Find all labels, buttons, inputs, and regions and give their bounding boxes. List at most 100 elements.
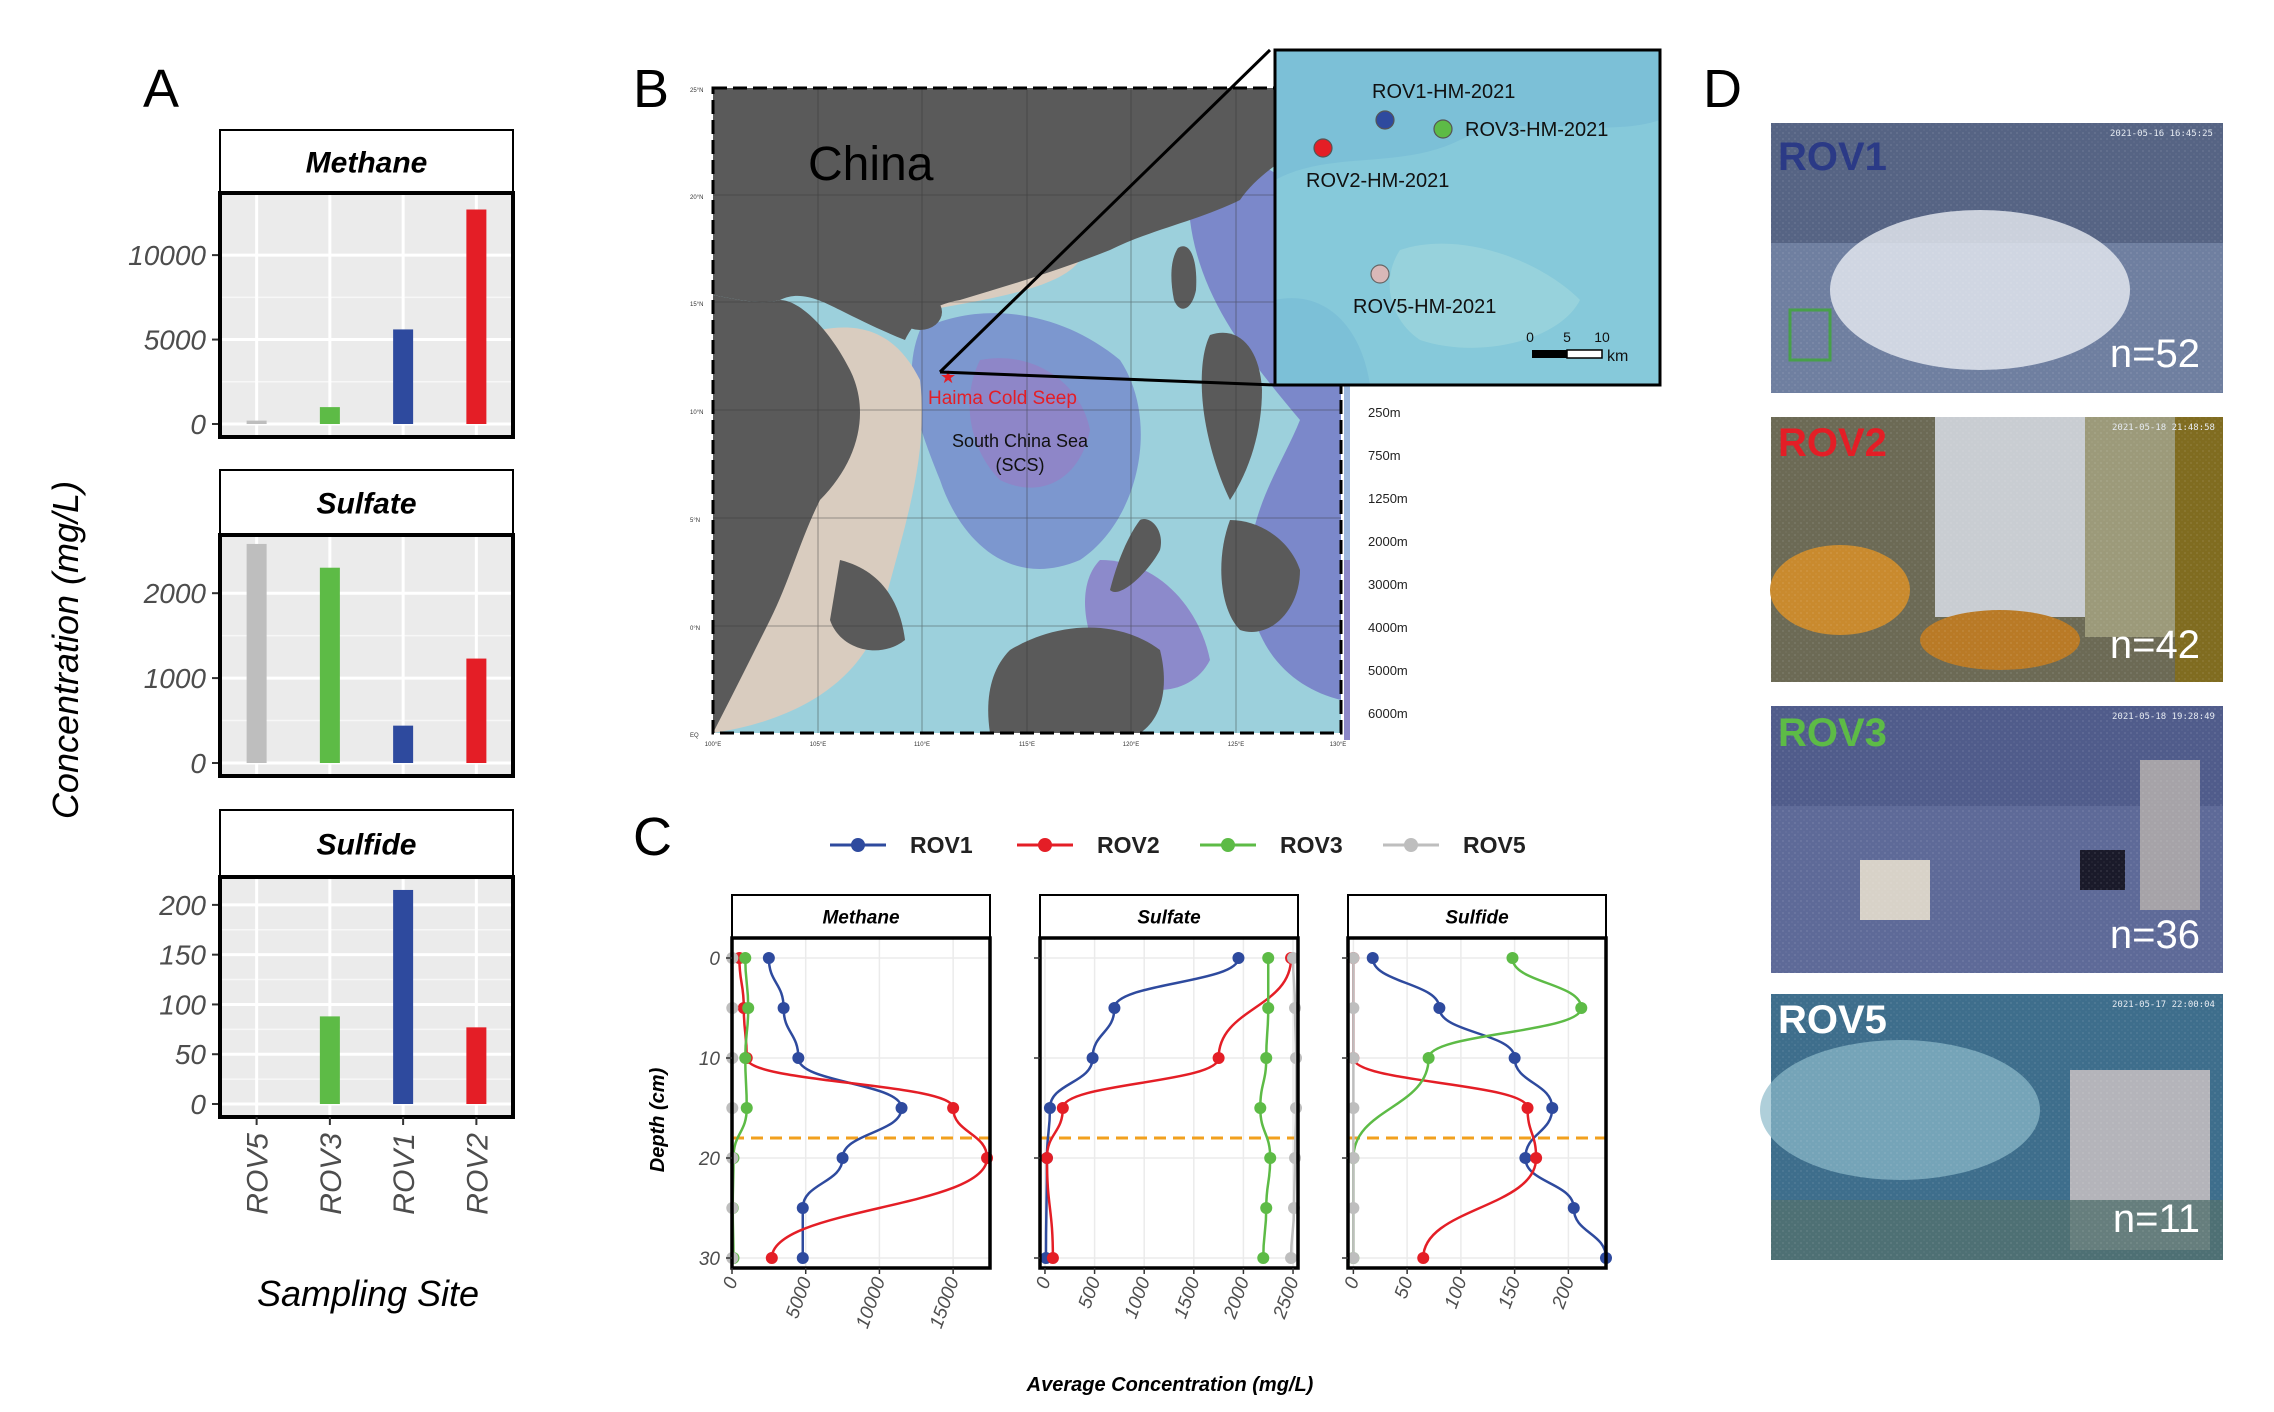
bar-methane-rov1 bbox=[393, 329, 414, 424]
svg-text:20°N: 20°N bbox=[690, 195, 703, 201]
inset-site-rov5-label: ROV5-HM-2021 bbox=[1353, 296, 1496, 318]
panel-label-d: D bbox=[1703, 59, 1742, 119]
facet-panel-sulfide bbox=[220, 877, 513, 1117]
svg-text:2000m: 2000m bbox=[1368, 534, 1408, 549]
point-profile-methane-rov3 bbox=[739, 952, 752, 964]
x-tick-label-profile-methane: 0 bbox=[719, 1274, 742, 1292]
photo-rov2-label: ROV2 bbox=[1778, 421, 1887, 465]
bar-sulfate-rov5 bbox=[246, 543, 267, 763]
point-profile-sulfate-rov3 bbox=[1262, 1002, 1275, 1014]
inset-scale-bar: 0 5 10 km bbox=[1526, 329, 1628, 365]
strip-profile-sulfate bbox=[1039, 894, 1299, 939]
x-tick-label-profile-sulfate: 1000 bbox=[1121, 1274, 1155, 1321]
svg-text:115°E: 115°E bbox=[1019, 742, 1035, 748]
svg-text:1250m: 1250m bbox=[1368, 491, 1408, 506]
point-profile-methane-rov2 bbox=[765, 1252, 778, 1264]
x-tick-label-rov5: ROV5 bbox=[242, 1133, 275, 1215]
point-profile-sulfate-rov3 bbox=[1262, 952, 1275, 964]
x-tick-label-profile-sulfate: 1500 bbox=[1170, 1274, 1204, 1321]
legend-marker-rov1 bbox=[851, 838, 865, 852]
point-profile-sulfide-rov3 bbox=[1506, 952, 1519, 964]
point-profile-sulfide-rov5 bbox=[1347, 1052, 1360, 1064]
map-abyssal-basin bbox=[969, 358, 1090, 488]
photo-rov5-count: n=11 bbox=[2113, 1197, 2200, 1241]
point-profile-sulfide-rov2 bbox=[1530, 1152, 1543, 1164]
point-profile-sulfate-rov2 bbox=[1040, 1152, 1053, 1164]
point-profile-sulfate-rov2 bbox=[1212, 1052, 1225, 1064]
panel-a-y-axis-label: Concentration (mg/L) bbox=[45, 481, 86, 819]
bar-methane-rov2 bbox=[466, 209, 487, 424]
facet-border-methane bbox=[218, 191, 515, 439]
x-tick-label-profile-sulfide: 150 bbox=[1495, 1274, 1526, 1311]
photo-rov3-label: ROV3 bbox=[1778, 711, 1887, 755]
x-tick-label-rov2: ROV2 bbox=[461, 1133, 494, 1215]
zoom-line-top bbox=[938, 48, 1272, 374]
point-profile-methane-rov1 bbox=[792, 1052, 805, 1064]
svg-text:120°E: 120°E bbox=[1123, 742, 1139, 748]
legend-label-rov1: ROV1 bbox=[910, 832, 973, 858]
map-lon-ticks: 100°E 105°E 110°E 115°E 120°E 125°E 130°… bbox=[705, 742, 1346, 748]
panel-label-c: C bbox=[633, 807, 672, 867]
map-label-seep: Haima Cold Seep bbox=[928, 388, 1077, 409]
panel-b-inset: ROV1-HM-2021 ROV2-HM-2021 ROV3-HM-2021 R… bbox=[1273, 48, 1662, 387]
point-profile-sulfate-rov5 bbox=[1287, 952, 1300, 964]
x-tick-label-rov1: ROV1 bbox=[388, 1133, 421, 1215]
facet-panel-methane bbox=[220, 193, 513, 437]
svg-text:250m: 250m bbox=[1368, 405, 1401, 420]
x-tick-label-profile-sulfide: 100 bbox=[1441, 1274, 1472, 1311]
panel-b-map: 25°N 20°N 15°N 10°N 5°N 0°N EQ 100°E 105… bbox=[690, 48, 1408, 748]
point-profile-sulfide-rov2 bbox=[1521, 1102, 1534, 1114]
photo-rov2-count: n=42 bbox=[2110, 623, 2200, 667]
point-profile-sulfate-rov3 bbox=[1254, 1102, 1267, 1114]
point-profile-sulfide-rov1 bbox=[1366, 952, 1379, 964]
x-tick-label-profile-sulfide: 0 bbox=[1341, 1274, 1364, 1292]
panel-c-depth-profiles: MethaneSMTZ0102030050001000015000Sulfate… bbox=[698, 894, 1612, 1331]
svg-text:105°E: 105°E bbox=[810, 742, 826, 748]
photo-rov1-count: n=52 bbox=[2110, 332, 2200, 376]
y-tick-label-sulfate: 0 bbox=[190, 748, 206, 779]
photo-rov3-timestamp: 2021-05-18 19:28:49 bbox=[2112, 712, 2215, 722]
facet-title-sulfide: Sulfide bbox=[316, 829, 416, 862]
point-profile-sulfate-rov3 bbox=[1257, 1252, 1270, 1264]
inset-site-rov3-marker bbox=[1433, 119, 1453, 139]
inset-site-rov1-marker bbox=[1375, 110, 1395, 130]
x-tick-label-profile-sulfide: 200 bbox=[1548, 1274, 1579, 1312]
line-profile-sulfate-rov2 bbox=[1045, 957, 1293, 1259]
inset-site-rov3-label: ROV3-HM-2021 bbox=[1465, 119, 1608, 141]
facet-strip-methane bbox=[219, 129, 514, 194]
point-profile-sulfide-rov5 bbox=[1347, 1202, 1360, 1214]
point-profile-methane-rov2 bbox=[947, 1102, 960, 1114]
panel-label-b: B bbox=[633, 59, 669, 119]
point-profile-sulfide-rov5 bbox=[1347, 1252, 1360, 1264]
y-tick-label-sulfide: 100 bbox=[159, 989, 206, 1020]
border-profile-methane bbox=[730, 936, 992, 1270]
y-tick-label-methane: 10000 bbox=[128, 240, 206, 271]
panel-c-y-axis-label: Depth (cm) bbox=[647, 1067, 669, 1172]
svg-text:10°N: 10°N bbox=[690, 410, 703, 416]
svg-text:km: km bbox=[1607, 348, 1628, 365]
facet-strip-sulfide bbox=[219, 809, 514, 878]
map-label-china: China bbox=[808, 138, 934, 191]
point-profile-sulfide-rov3 bbox=[1422, 1052, 1435, 1064]
bar-sulfate-rov3 bbox=[319, 567, 340, 763]
facet-panel-sulfate bbox=[220, 535, 513, 776]
panel-label-a: A bbox=[143, 59, 179, 119]
x-tick-label-profile-methane: 15000 bbox=[926, 1274, 964, 1331]
map-land-cambodia bbox=[830, 560, 905, 651]
y-tick-label-profile-methane: 0 bbox=[709, 949, 720, 970]
point-profile-sulfide-rov1 bbox=[1433, 1002, 1446, 1014]
svg-text:3000m: 3000m bbox=[1368, 577, 1408, 592]
point-profile-sulfate-rov2 bbox=[1046, 1252, 1059, 1264]
map-frame bbox=[711, 86, 1343, 735]
point-profile-methane-rov3 bbox=[742, 1002, 755, 1014]
svg-text:110°E: 110°E bbox=[914, 742, 930, 748]
legend-marker-rov5 bbox=[1404, 838, 1418, 852]
photo-rov2-timestamp: 2021-05-18 21:48:58 bbox=[2112, 423, 2215, 433]
point-profile-methane-rov1 bbox=[836, 1152, 849, 1164]
x-tick-label-profile-sulfide: 50 bbox=[1391, 1274, 1418, 1301]
point-profile-methane-rov3 bbox=[740, 1102, 753, 1114]
x-tick-label-rov3: ROV3 bbox=[315, 1133, 348, 1215]
bar-sulfide-rov2 bbox=[466, 1027, 487, 1104]
legend-label-rov2: ROV2 bbox=[1097, 832, 1160, 858]
